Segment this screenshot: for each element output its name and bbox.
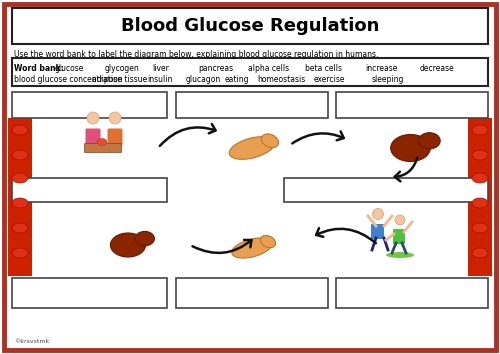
- Ellipse shape: [87, 112, 99, 124]
- FancyBboxPatch shape: [12, 58, 488, 86]
- Text: liver: liver: [152, 64, 169, 73]
- Ellipse shape: [260, 235, 276, 248]
- FancyBboxPatch shape: [12, 278, 167, 308]
- Text: Word bank:: Word bank:: [14, 64, 64, 73]
- Text: insulin: insulin: [147, 75, 172, 84]
- FancyBboxPatch shape: [371, 224, 384, 239]
- Text: pancreas: pancreas: [198, 64, 233, 73]
- FancyBboxPatch shape: [8, 118, 32, 276]
- Ellipse shape: [12, 248, 28, 258]
- Ellipse shape: [395, 215, 405, 225]
- Ellipse shape: [135, 232, 154, 246]
- Ellipse shape: [472, 248, 488, 258]
- FancyBboxPatch shape: [284, 178, 488, 202]
- Text: glucose: glucose: [55, 64, 84, 73]
- Text: eating: eating: [225, 75, 250, 84]
- Text: blood glucose concentration: blood glucose concentration: [14, 75, 122, 84]
- Ellipse shape: [232, 238, 272, 258]
- FancyBboxPatch shape: [393, 229, 405, 244]
- Ellipse shape: [472, 198, 488, 208]
- Text: glycogen: glycogen: [105, 64, 140, 73]
- FancyBboxPatch shape: [468, 118, 492, 276]
- FancyBboxPatch shape: [336, 92, 488, 118]
- Ellipse shape: [386, 252, 414, 258]
- Text: ©krsvstmk: ©krsvstmk: [14, 339, 49, 344]
- FancyBboxPatch shape: [12, 92, 167, 118]
- Ellipse shape: [97, 138, 107, 145]
- Ellipse shape: [12, 125, 28, 135]
- FancyBboxPatch shape: [176, 278, 328, 308]
- Text: decrease: decrease: [420, 64, 455, 73]
- Text: increase: increase: [365, 64, 398, 73]
- Ellipse shape: [109, 112, 121, 124]
- Ellipse shape: [262, 134, 278, 148]
- Ellipse shape: [472, 125, 488, 135]
- Ellipse shape: [472, 223, 488, 233]
- Ellipse shape: [372, 209, 384, 219]
- Text: Blood Glucose Regulation: Blood Glucose Regulation: [121, 17, 379, 35]
- Text: exercise: exercise: [314, 75, 346, 84]
- Ellipse shape: [418, 133, 440, 149]
- Text: alpha cells: alpha cells: [248, 64, 289, 73]
- Ellipse shape: [110, 233, 146, 257]
- Ellipse shape: [12, 150, 28, 160]
- FancyBboxPatch shape: [176, 92, 328, 118]
- FancyBboxPatch shape: [4, 4, 496, 350]
- FancyBboxPatch shape: [86, 129, 100, 145]
- FancyBboxPatch shape: [84, 143, 122, 153]
- Text: sleeping: sleeping: [372, 75, 404, 84]
- Ellipse shape: [472, 173, 488, 183]
- Text: beta cells: beta cells: [305, 64, 342, 73]
- Text: Use the word bank to label the diagram below, explaining blood glucose regulatio: Use the word bank to label the diagram b…: [14, 50, 378, 59]
- FancyBboxPatch shape: [108, 129, 122, 145]
- Text: homeostasis: homeostasis: [257, 75, 305, 84]
- FancyBboxPatch shape: [12, 8, 488, 44]
- Ellipse shape: [230, 137, 274, 159]
- Text: glucagon: glucagon: [186, 75, 221, 84]
- FancyBboxPatch shape: [12, 178, 167, 202]
- Ellipse shape: [12, 198, 28, 208]
- Text: adipose tissue: adipose tissue: [92, 75, 147, 84]
- Ellipse shape: [12, 223, 28, 233]
- Ellipse shape: [472, 150, 488, 160]
- FancyBboxPatch shape: [336, 278, 488, 308]
- Ellipse shape: [390, 135, 430, 161]
- Ellipse shape: [12, 173, 28, 183]
